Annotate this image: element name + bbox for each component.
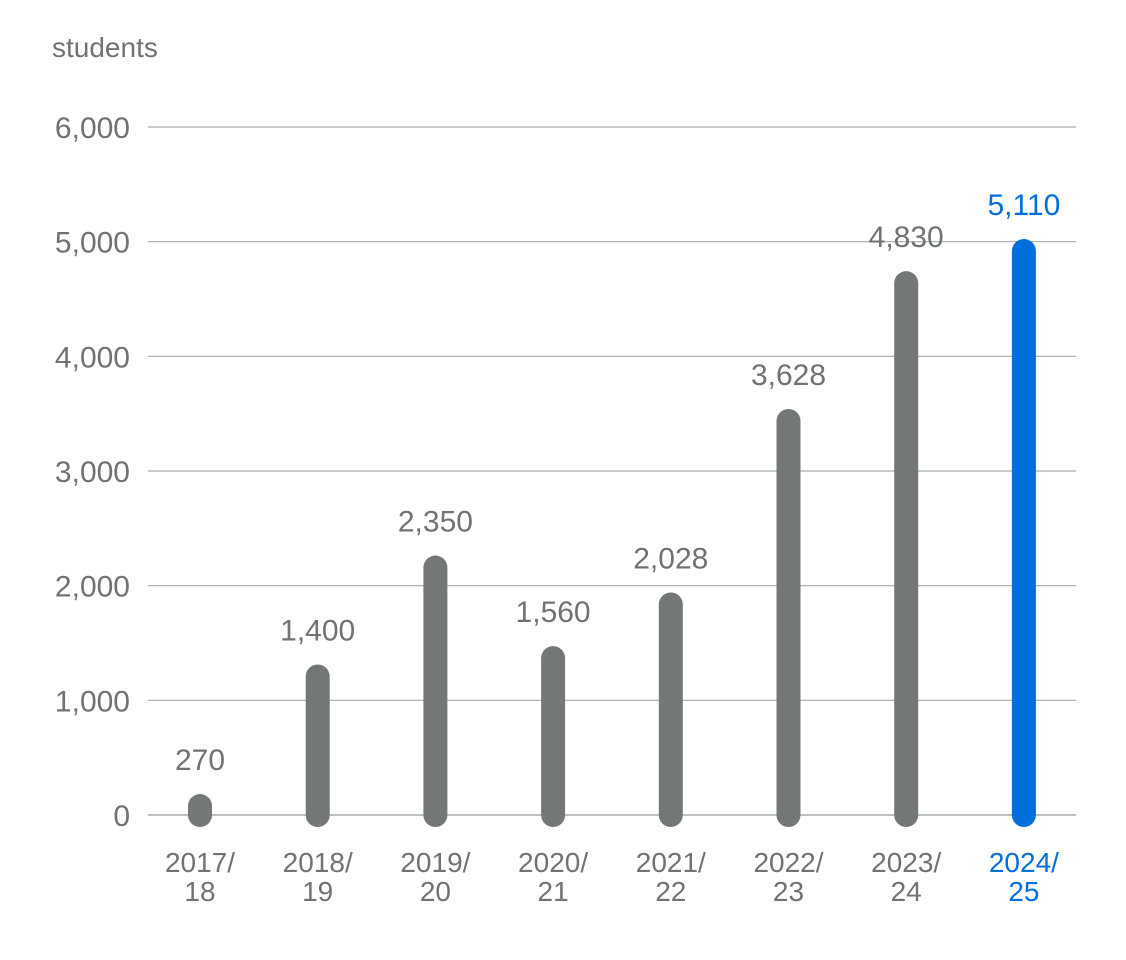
x-tick-label-6: 2023/24 (871, 847, 941, 907)
grid-lines (148, 126, 1076, 816)
y-tick-label: 3,000 (55, 456, 130, 489)
bar-0 (188, 794, 212, 827)
value-label-3: 1,560 (516, 596, 591, 629)
x-axis-ticks: 2017/18 2018/19 2019/20 2020/21 2021/22 2022/… (165, 847, 1059, 907)
x-tick-label-0: 2017/18 (165, 847, 235, 907)
y-tick-label: 0 (113, 800, 130, 833)
y-axis-unit-label: students (52, 32, 158, 63)
y-tick-label: 1,000 (55, 685, 130, 718)
y-axis-ticks: 0 1,000 2,000 3,000 4,000 5,000 6,000 (55, 112, 130, 833)
x-tick-label-1: 2018/19 (283, 847, 353, 907)
value-label-5: 3,628 (751, 359, 826, 392)
value-labels: 270 1,400 2,350 1,560 2,028 3,628 4,830 5,110 (175, 189, 1060, 777)
bar-1 (305, 664, 330, 827)
value-label-1: 1,400 (280, 614, 355, 647)
x-tick-label-4: 2021/22 (636, 847, 706, 907)
value-label-4: 2,028 (633, 542, 708, 575)
value-label-7: 5,110 (987, 189, 1060, 222)
bar-6 (894, 271, 919, 827)
y-tick-label: 5,000 (55, 227, 130, 260)
bar-5 (776, 408, 801, 827)
value-label-6: 4,830 (869, 221, 944, 254)
bar-3 (541, 646, 566, 827)
y-tick-label: 2,000 (55, 571, 130, 604)
x-tick-label-7: 2024/25 (989, 847, 1059, 907)
bar-4 (658, 592, 683, 827)
y-tick-label: 6,000 (55, 112, 130, 145)
bar-7 (1011, 239, 1036, 827)
bar-2 (423, 555, 448, 827)
x-tick-label-3: 2020/21 (518, 847, 588, 907)
x-tick-label-2: 2019/20 (400, 847, 470, 907)
x-tick-label-5: 2022/23 (753, 847, 823, 907)
bars (188, 239, 1036, 827)
value-label-0: 270 (175, 744, 225, 777)
y-tick-label: 4,000 (55, 341, 130, 374)
value-label-2: 2,350 (398, 506, 473, 539)
